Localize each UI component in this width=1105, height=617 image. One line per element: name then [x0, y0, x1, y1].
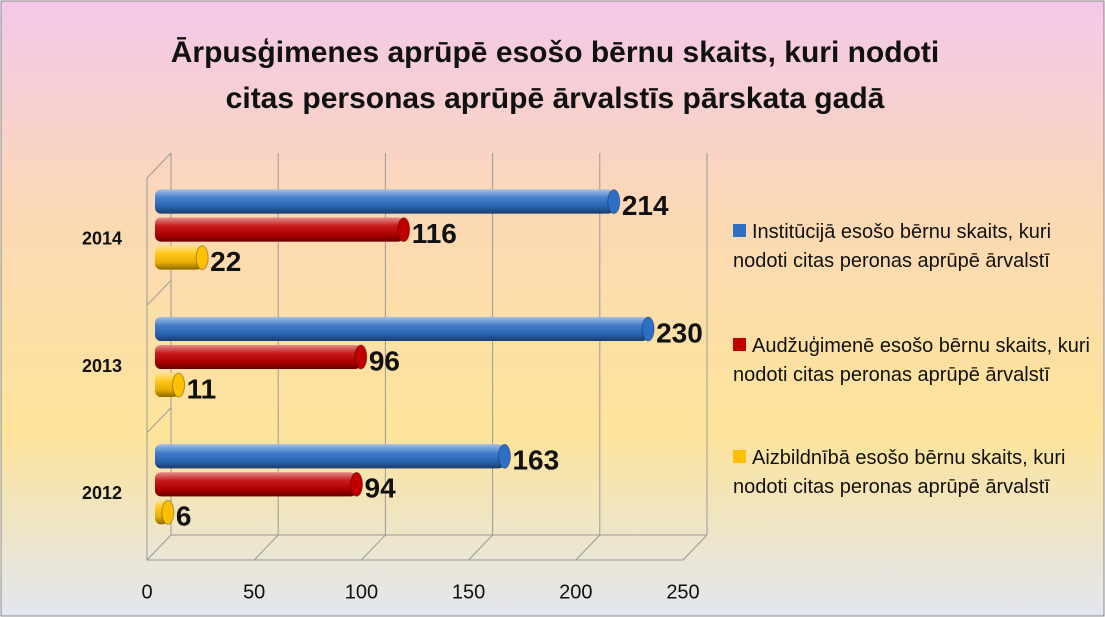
grid-line — [361, 534, 386, 561]
data-label: 230 — [656, 317, 703, 348]
data-label: 214 — [622, 190, 669, 221]
x-tick-label: 50 — [243, 581, 265, 603]
grid-line — [146, 534, 172, 561]
data-label: 22 — [210, 246, 241, 277]
bar-cap — [161, 499, 175, 525]
grid-line — [575, 534, 601, 561]
bar-shade — [155, 345, 361, 369]
bar-cap — [397, 217, 411, 243]
bar-shade — [155, 217, 404, 242]
bar-cap — [195, 245, 209, 271]
legend-swatch — [733, 450, 746, 463]
data-label: 116 — [412, 218, 457, 249]
legend-entry: Aizbildnībā esošo bērnu skaits, kuri nod… — [733, 444, 1093, 502]
y-tick-label: 2013 — [82, 356, 122, 376]
x-tick-label: 100 — [345, 581, 378, 603]
bar-shade — [155, 472, 357, 497]
bar-shade — [155, 444, 505, 469]
x-tick-label: 0 — [141, 581, 152, 603]
axis-wall — [146, 407, 172, 434]
grid-line — [468, 534, 493, 561]
legend-label: Aizbildnībā esošo bērnu skaits, kuri nod… — [733, 447, 1066, 498]
bar-shade — [155, 317, 649, 341]
legend-swatch — [733, 338, 746, 351]
bar-shade — [155, 373, 179, 397]
bar-cap — [641, 316, 655, 342]
legend-label: Institūcijā esošo bērnu skaits, kuri nod… — [733, 221, 1052, 272]
bar-cap — [607, 189, 621, 215]
y-tick-label: 2014 — [82, 228, 122, 248]
legend-label: Audžuģimenē esošo bērnu skaits, kuri nod… — [733, 335, 1090, 386]
data-label: 6 — [176, 501, 192, 532]
x-tick-label: 150 — [452, 581, 485, 603]
x-tick-label: 200 — [559, 581, 592, 603]
data-label: 96 — [369, 345, 400, 376]
data-label: 11 — [187, 373, 217, 404]
axis-wall — [146, 279, 172, 306]
bar-cap — [350, 471, 364, 497]
legend-entry: Audžuģimenē esošo bērnu skaits, kuri nod… — [733, 332, 1093, 390]
x-tick-label: 250 — [666, 581, 699, 603]
grid-line — [682, 534, 708, 561]
data-label: 163 — [512, 445, 559, 476]
axis-wall — [146, 152, 172, 179]
data-label: 94 — [365, 473, 397, 504]
bar-shade — [155, 189, 614, 214]
bar-cap — [497, 443, 511, 469]
chart-title: Ārpusģimenes aprūpē esošo bērnu skaits, … — [170, 36, 940, 115]
bar-shade — [155, 245, 203, 270]
grid-line — [253, 534, 279, 561]
y-tick-label: 2012 — [82, 483, 122, 503]
bar-cap — [172, 372, 186, 398]
bar-cap — [354, 344, 368, 370]
legend-entry: Institūcijā esošo bērnu skaits, kuri nod… — [733, 218, 1093, 276]
legend-swatch — [733, 224, 746, 237]
